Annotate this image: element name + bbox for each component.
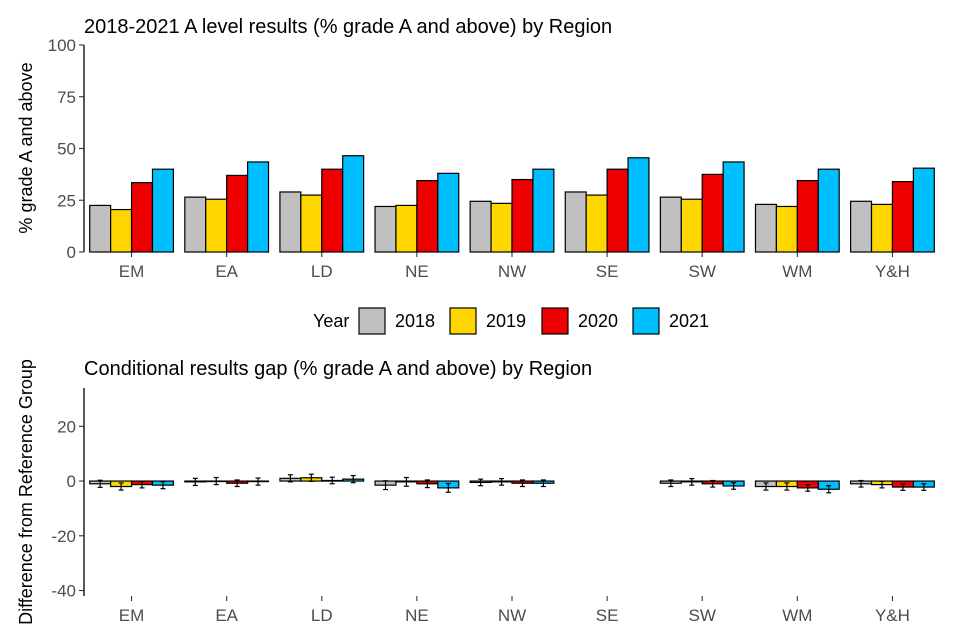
legend-swatch-2020 — [541, 307, 569, 335]
legend-label-2019: 2019 — [486, 311, 526, 331]
legend-swatch-2018 — [358, 307, 386, 335]
x-tick-label-se: SE — [596, 606, 619, 625]
x-tick-label-ne: NE — [405, 262, 429, 281]
bar-ne-2019 — [395, 204, 418, 253]
gap-chart: Conditional results gap (% grade A and a… — [16, 358, 935, 625]
x-tick-label-ea: EA — [215, 606, 238, 625]
bar-wm-2018 — [754, 203, 778, 253]
y-tick-label: 0 — [67, 243, 76, 262]
y-axis-label-gap: Difference from Reference Group — [16, 359, 36, 625]
bar-se-2018 — [564, 191, 587, 253]
bar-ea-2018 — [184, 196, 207, 253]
x-tick-label-nw: NW — [498, 262, 526, 281]
results-chart: 2018-2021 A level results (% grade A and… — [16, 16, 935, 281]
x-tick-label-em: EM — [119, 262, 145, 281]
bar-ne-2021 — [437, 172, 460, 253]
bar-se-2021 — [627, 157, 650, 253]
x-tick-label-wm: WM — [782, 606, 812, 625]
bar-se-2020 — [606, 168, 629, 253]
bar-ea-2021 — [246, 161, 270, 253]
bar-y-h-2019 — [870, 203, 894, 253]
legend-swatch-2019 — [449, 307, 477, 335]
bar-ld-2019 — [300, 194, 323, 253]
y-axis-label-results: % grade A and above — [16, 62, 36, 233]
bar-em-2021 — [151, 168, 175, 253]
legend-label-2020: 2020 — [578, 311, 618, 331]
bar-ld-2021 — [342, 155, 365, 253]
legend: Year 2018 2019 2020 2021 — [313, 307, 709, 335]
y-tick-label: 75 — [57, 88, 76, 107]
bar-y-h-2018 — [849, 200, 873, 253]
x-tick-label-ne: NE — [405, 606, 429, 625]
x-tick-label-em: EM — [119, 606, 145, 625]
bar-ld-2018 — [279, 191, 302, 253]
y-tick-label: 20 — [57, 417, 76, 436]
x-tick-label-nw: NW — [498, 606, 526, 625]
legend-swatch-2021 — [632, 307, 660, 335]
bar-wm-2019 — [775, 205, 798, 253]
x-tick-label-y-h: Y&H — [875, 606, 910, 625]
bar-ne-2018 — [374, 205, 397, 253]
x-tick-label-wm: WM — [782, 262, 812, 281]
chart-title-results: 2018-2021 A level results (% grade A and… — [84, 16, 612, 38]
y-tick-label: -40 — [51, 582, 76, 601]
legend-title: Year — [313, 311, 349, 331]
x-tick-label-sw: SW — [689, 606, 716, 625]
bar-em-2018 — [89, 204, 112, 253]
bar-sw-2019 — [680, 198, 703, 253]
bar-sw-2018 — [659, 196, 682, 253]
legend-label-2021: 2021 — [669, 311, 709, 331]
bar-ld-2020 — [321, 168, 344, 253]
bar-em-2020 — [130, 182, 154, 253]
legend-label-2018: 2018 — [395, 311, 435, 331]
bar-nw-2018 — [469, 200, 492, 253]
bar-sw-2020 — [701, 173, 724, 253]
bar-y-h-2021 — [912, 167, 935, 253]
y-tick-label: 0 — [67, 472, 76, 491]
bar-ea-2020 — [226, 174, 249, 253]
x-tick-label-y-h: Y&H — [875, 262, 910, 281]
bar-wm-2020 — [796, 179, 819, 253]
bar-wm-2021 — [817, 168, 840, 253]
bar-se-2019 — [585, 194, 608, 253]
bar-em-2019 — [110, 208, 133, 253]
x-tick-label-ea: EA — [215, 262, 238, 281]
x-tick-label-ld: LD — [311, 606, 333, 625]
x-tick-label-se: SE — [596, 262, 619, 281]
bar-sw-2021 — [722, 161, 745, 253]
y-tick-label: 50 — [57, 140, 76, 159]
bar-nw-2020 — [511, 178, 534, 253]
x-tick-label-sw: SW — [689, 262, 716, 281]
y-tick-label: 25 — [57, 191, 76, 210]
bar-ne-2020 — [416, 179, 439, 253]
bar-ea-2019 — [205, 198, 228, 253]
bar-nw-2021 — [532, 168, 555, 253]
bar-nw-2019 — [490, 202, 513, 253]
bar-y-h-2020 — [891, 181, 914, 253]
y-tick-label: -20 — [51, 527, 76, 546]
x-tick-label-ld: LD — [311, 262, 333, 281]
chart-title-gap: Conditional results gap (% grade A and a… — [84, 358, 592, 380]
y-tick-label: 100 — [48, 36, 76, 55]
